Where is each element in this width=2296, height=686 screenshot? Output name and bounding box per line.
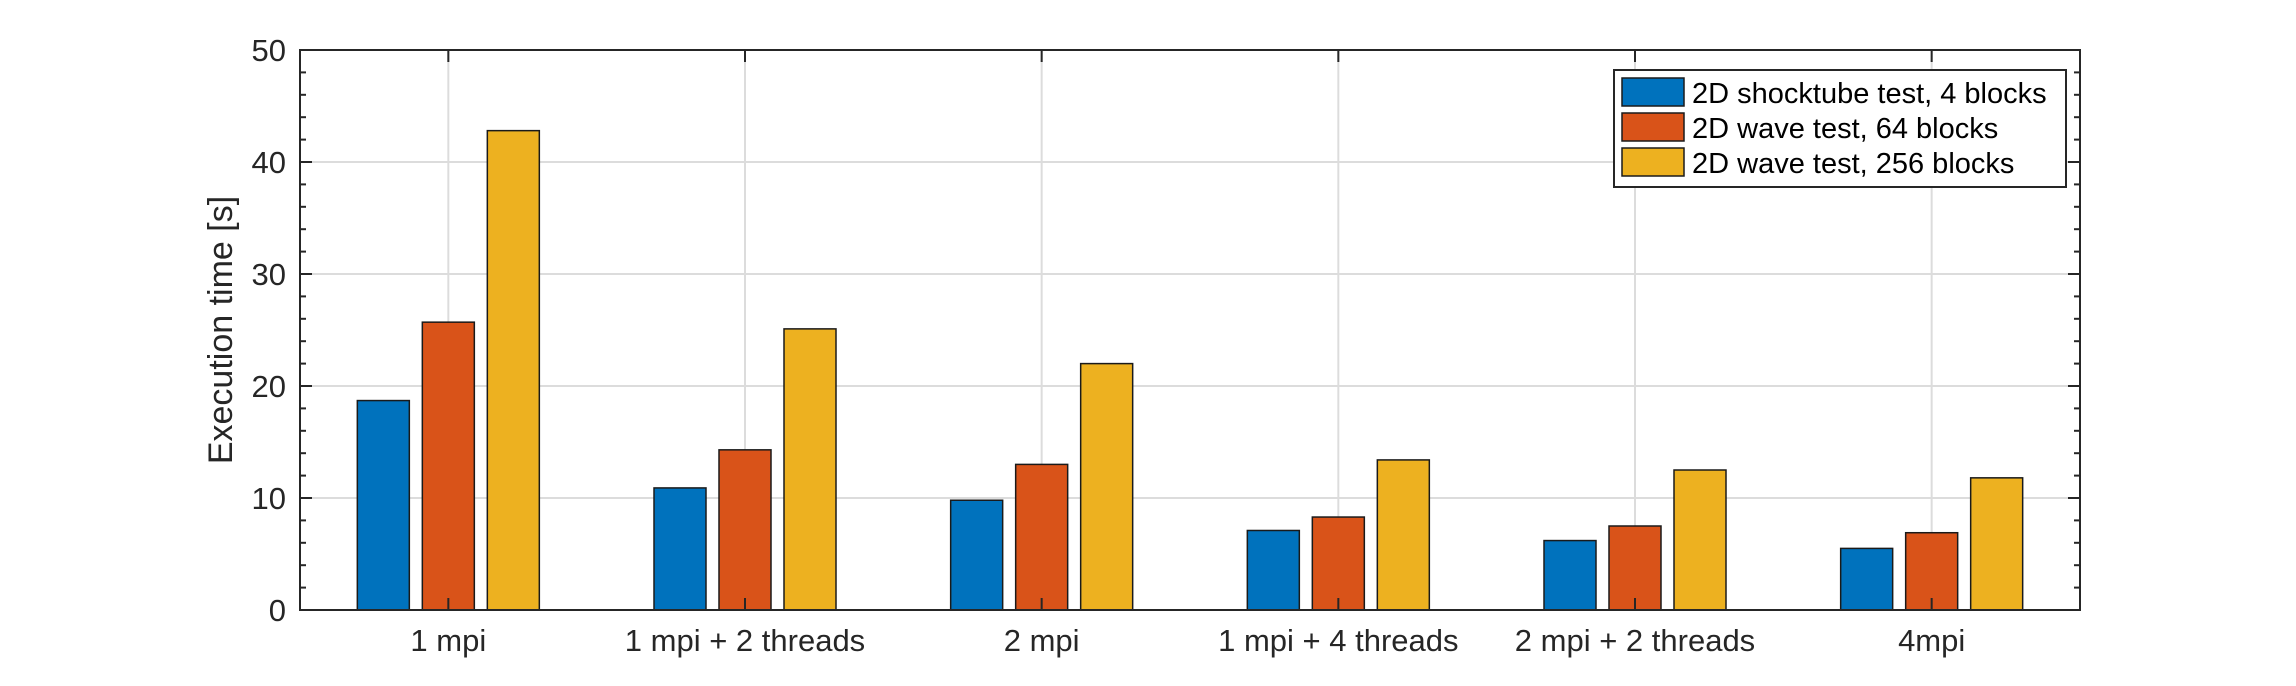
y-tick-label: 20 bbox=[252, 369, 286, 404]
y-tick-label: 30 bbox=[252, 257, 286, 292]
bar-3 bbox=[1079, 362, 1134, 611]
y-tick-label: 40 bbox=[252, 145, 286, 180]
bar-2 bbox=[718, 449, 772, 611]
x-tick-label: 1 mpi + 2 threads bbox=[625, 623, 865, 658]
bar-1 bbox=[356, 399, 411, 611]
x-tick-label: 2 mpi + 2 threads bbox=[1515, 623, 1755, 658]
legend-swatch bbox=[1621, 112, 1685, 142]
y-axis-label-group: Execution time [s] bbox=[202, 196, 240, 464]
bar-1 bbox=[1543, 539, 1597, 611]
bar-3 bbox=[486, 129, 541, 611]
x-tick-label: 1 mpi + 4 threads bbox=[1218, 623, 1458, 658]
bar-2 bbox=[1608, 525, 1662, 611]
legend-swatch bbox=[1621, 77, 1685, 107]
bar-1 bbox=[653, 487, 707, 611]
y-tick-label: 0 bbox=[269, 593, 286, 628]
legend-entry: 2D shocktube test, 4 blocks bbox=[1692, 78, 2047, 110]
x-tick-label: 4mpi bbox=[1898, 623, 1965, 658]
legend-entry: 2D wave test, 64 blocks bbox=[1692, 113, 1998, 145]
axes-frame bbox=[299, 49, 2081, 611]
bar-2 bbox=[1311, 516, 1366, 611]
bar-1 bbox=[949, 499, 1004, 611]
legend-entry: 2D wave test, 256 blocks bbox=[1692, 148, 2014, 180]
bar-2 bbox=[1014, 463, 1069, 611]
legend-swatch bbox=[1621, 147, 1685, 177]
x-tick-label: 2 mpi bbox=[1004, 623, 1080, 658]
legend-box bbox=[1613, 69, 2067, 188]
bar-2 bbox=[421, 321, 476, 611]
bar-3 bbox=[1673, 469, 1727, 611]
bar-1 bbox=[1246, 529, 1301, 611]
bar-3 bbox=[1969, 477, 2024, 611]
bar-3 bbox=[783, 328, 837, 611]
bars bbox=[356, 129, 2024, 611]
bar-2 bbox=[1904, 531, 1959, 611]
bar-3 bbox=[1376, 459, 1431, 611]
y-tick-label: 50 bbox=[252, 33, 286, 68]
y-axis-label: Execution time [s] bbox=[202, 196, 240, 464]
y-tick-label: 10 bbox=[252, 481, 286, 516]
bar-1 bbox=[1839, 547, 1894, 611]
x-tick-label: 1 mpi bbox=[410, 623, 486, 658]
ticks: 0 10 20 30 40 50 1 mpi 1 mpi + 2 threads 2 mpi 1 … bbox=[252, 33, 2080, 658]
